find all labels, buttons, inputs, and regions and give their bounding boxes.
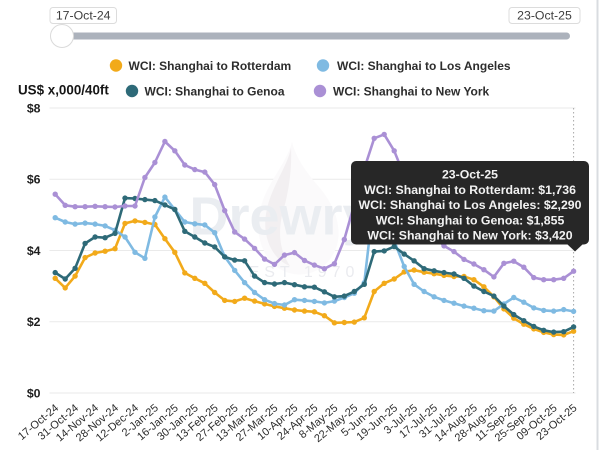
svg-text:23-Oct-25: 23-Oct-25	[442, 168, 498, 182]
svg-text:$6: $6	[27, 173, 41, 187]
svg-text:US$ x,000/40ft: US$ x,000/40ft	[18, 83, 109, 98]
svg-text:23-Oct-25: 23-Oct-25	[517, 9, 572, 23]
svg-text:17-Oct-24: 17-Oct-24	[56, 9, 111, 23]
svg-text:WCI: Shanghai to New York: WCI: Shanghai to New York	[333, 84, 490, 98]
svg-text:WCI: Shanghai to Rotterdam: WCI: Shanghai to Rotterdam	[129, 59, 292, 73]
svg-text:$4: $4	[27, 244, 41, 258]
svg-text:$0: $0	[27, 386, 41, 400]
svg-text:WCI: Shanghai to Genoa: WCI: Shanghai to Genoa	[145, 84, 285, 98]
svg-text:EST 1970: EST 1970	[249, 264, 360, 281]
svg-text:WCI: Shanghai to Los Angeles: WCI: Shanghai to Los Angeles	[337, 59, 511, 73]
svg-text:$2: $2	[27, 315, 41, 329]
svg-text:WCI: Shanghai to New York: $3,: WCI: Shanghai to New York: $3,420	[367, 229, 572, 243]
svg-text:WCI: Shanghai to Los Angeles:: WCI: Shanghai to Los Angeles: $2,290	[359, 198, 582, 212]
svg-text:WCI: Shanghai to Rotterdam: $1: WCI: Shanghai to Rotterdam: $1,736	[364, 183, 576, 197]
svg-text:$8: $8	[27, 101, 41, 115]
svg-text:WCI: Shanghai to Genoa: $1,855: WCI: Shanghai to Genoa: $1,855	[376, 213, 565, 227]
